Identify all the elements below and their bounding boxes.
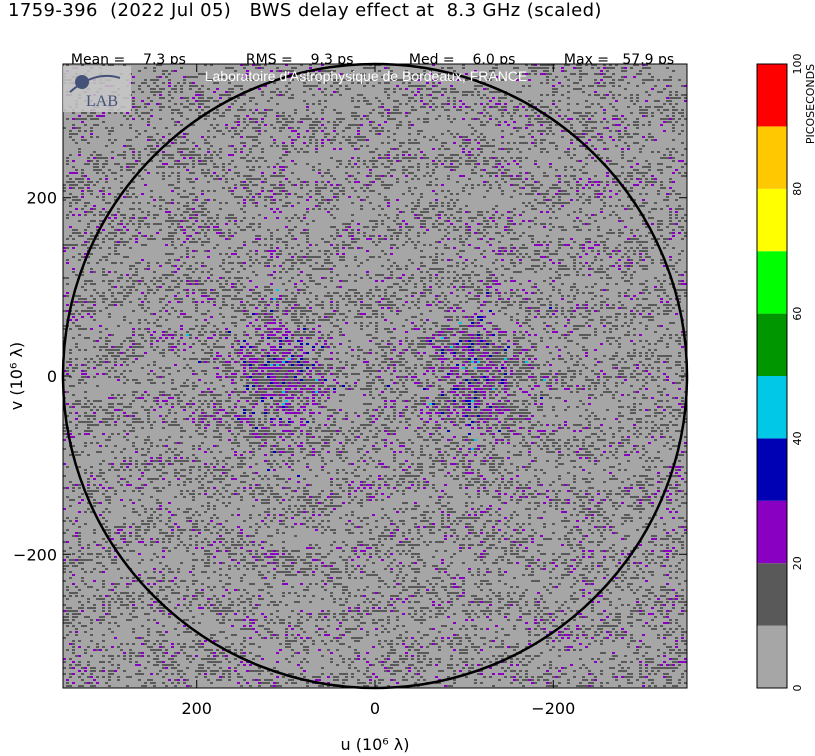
lab-logo-text: LAB xyxy=(86,93,118,110)
colorbar-bin xyxy=(757,625,787,688)
colorbar-bin xyxy=(757,438,787,501)
y-axis: 200 0 −200 xyxy=(13,189,687,564)
colorbar-bin xyxy=(757,251,787,314)
y-axis-label: v (10⁶ λ) xyxy=(7,342,26,410)
colorbar-tick-label: 40 xyxy=(791,431,804,445)
y-tick-label: −200 xyxy=(13,545,57,564)
colorbar-bin xyxy=(757,563,787,626)
colorbar-bin xyxy=(757,64,787,127)
colorbar-bin xyxy=(757,313,787,376)
chart-title: 1759-396 (2022 Jul 05) BWS delay effect … xyxy=(8,0,602,21)
colorbar-bin xyxy=(757,126,787,189)
colorbar-bin xyxy=(757,376,787,439)
y-tick-label: 200 xyxy=(26,189,57,208)
x-axis: 200 0 −200 xyxy=(181,64,575,718)
watermark-text: Laboratoire d'Astrophysique de Bordeaux,… xyxy=(205,68,528,84)
colorbar-label: PICOSECONDS xyxy=(804,64,815,144)
colorbar-bin xyxy=(757,500,787,564)
lab-logo-orbit-icon xyxy=(69,74,121,93)
x-tick-label: −200 xyxy=(531,699,575,718)
colorbar-tick-label: 80 xyxy=(791,182,804,196)
x-axis-label: u (10⁶ λ) xyxy=(340,735,409,754)
colorbar-tick-label: 0 xyxy=(791,685,804,692)
lab-logo: LAB xyxy=(63,66,131,112)
colorbar-tick-label: 60 xyxy=(791,307,804,321)
colorbar-frame xyxy=(756,63,788,689)
colorbar-tick-label: 20 xyxy=(791,556,804,570)
heatmap-field xyxy=(63,64,687,688)
colorbar: 0 20 40 60 80 100 xyxy=(756,54,804,692)
x-tick-label: 200 xyxy=(181,699,212,718)
colorbar-tick-label: 100 xyxy=(791,54,804,75)
colorbar-bin xyxy=(757,188,787,252)
y-tick-label: 0 xyxy=(47,367,57,386)
x-tick-label: 0 xyxy=(370,699,380,718)
